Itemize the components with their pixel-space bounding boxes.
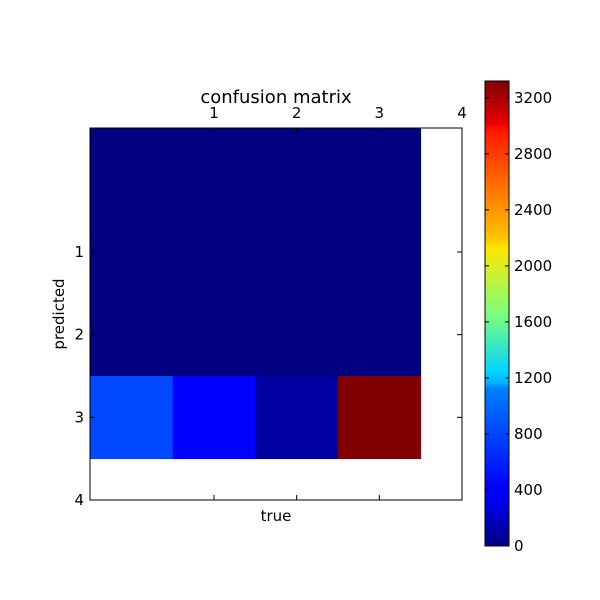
colorbar-gradient	[484, 80, 510, 547]
x-tick-label: 3	[375, 104, 385, 122]
colorbar-tick-label: 1600	[514, 313, 552, 331]
colorbar-tick-label: 3200	[514, 89, 552, 107]
colorbar-tick-label: 400	[514, 481, 543, 499]
colorbar-tick-label: 2800	[514, 145, 552, 163]
y-tick-label: 3	[74, 408, 84, 426]
colorbar-tick-label: 800	[514, 425, 543, 443]
colorbar-tick-label: 0	[514, 537, 524, 555]
y-tick-labels: 1 2 3 4	[74, 243, 84, 509]
heatmap-cells	[90, 128, 422, 460]
y-tick-label: 4	[74, 491, 84, 509]
colorbar: 0 400 800 1200 1600 2000 2400 2800 3200	[484, 80, 552, 555]
plot-frame	[89, 127, 463, 501]
heatmap-cell-3-2	[255, 376, 339, 460]
y-axis-label: predicted	[50, 278, 68, 349]
colorbar-ticks: 0 400 800 1200 1600 2000 2400 2800 3200	[485, 89, 552, 555]
colorbar-tick-label: 2000	[514, 257, 552, 275]
x-tick-label: 1	[209, 104, 219, 122]
heatmap-cell-0-2	[255, 128, 339, 212]
heatmap-cell-0-0	[90, 128, 174, 212]
heatmap-cell-2-0	[90, 293, 174, 377]
heatmap-cell-1-1	[172, 210, 256, 294]
colorbar-tick-label: 1200	[514, 369, 552, 387]
heatmap-cell-2-1	[172, 293, 256, 377]
x-tick-label: 4	[457, 104, 467, 122]
y-tick-label: 2	[74, 326, 84, 344]
colorbar-tick-label: 2400	[514, 201, 552, 219]
y-tick-label: 1	[74, 243, 84, 261]
x-tick-labels: 1 2 3 4	[209, 104, 467, 122]
heatmap-cell-0-3	[338, 128, 422, 212]
plot-area: 1 2 3 4 1 2 3 4	[74, 104, 466, 509]
heatmap-cell-3-0	[90, 376, 174, 460]
axis-ticks	[90, 128, 463, 501]
heatmap-cell-1-0	[90, 210, 174, 294]
heatmap-cell-0-1	[172, 128, 256, 212]
x-axis-label: true	[261, 507, 292, 525]
x-tick-label: 2	[292, 104, 302, 122]
heatmap-cell-3-3	[338, 376, 422, 460]
heatmap-cell-3-1	[172, 376, 256, 460]
heatmap-cell-1-2	[255, 210, 339, 294]
heatmap-cell-1-3	[338, 210, 422, 294]
heatmap-cell-2-3	[338, 293, 422, 377]
heatmap-cell-2-2	[255, 293, 339, 377]
chart-title: confusion matrix	[200, 87, 352, 108]
